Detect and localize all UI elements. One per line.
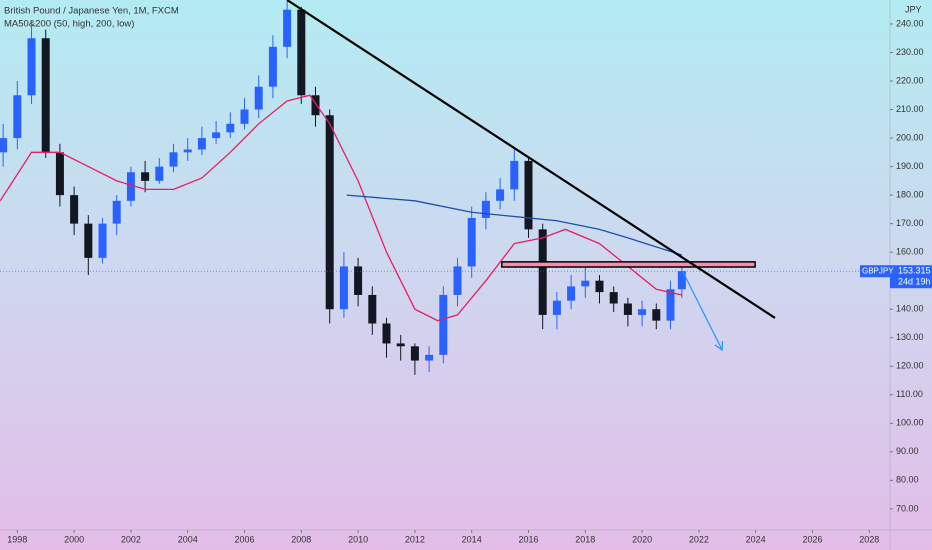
resistance-zone [501,261,756,268]
candle-body [510,160,519,190]
candle-body [567,286,576,301]
candle-body [425,354,434,361]
x-tick-label: 2004 [178,534,198,544]
y-tick-label: 170.00 [896,218,924,228]
candle-body [638,309,647,315]
moving-average [0,94,682,322]
candle-body [212,132,221,139]
candle-body [55,152,64,196]
x-tick-label: 2022 [689,534,709,544]
x-tick-label: 2008 [291,534,311,544]
candle-body [496,189,505,201]
x-tick-label: 2014 [462,534,482,544]
trendline [286,0,776,319]
y-tick-label: 210.00 [896,104,924,114]
candle-body [240,109,249,124]
y-tick-label: 200.00 [896,132,924,142]
candle-body [609,292,618,304]
candle-body [666,289,675,321]
candle-body [283,9,292,47]
candle-body [677,271,686,290]
candle-body [0,138,8,153]
price-tag [890,265,932,289]
candle-body [396,343,405,347]
x-tick-label: 2010 [348,534,368,544]
candle-body [410,346,419,361]
y-axis-label: JPY [905,4,922,14]
y-tick-label: 110.00 [896,389,923,399]
x-tick-label: 2024 [746,534,766,544]
x-tick-label: 2020 [632,534,652,544]
indicator-legend: MA50&200 (50, high, 200, low) [4,19,134,30]
arrow-head [714,340,724,352]
candle-body [126,172,135,201]
candle-body [467,217,476,267]
candle-body [84,223,93,258]
price-countdown: 24d 19h [898,277,931,287]
candle-body [254,86,263,110]
candle-body [481,200,490,218]
candle-body [538,229,547,315]
candle-body [339,266,348,310]
y-tick-label: 190.00 [896,161,924,171]
candle-body [226,123,235,133]
candle-body [197,138,206,150]
candle-body [325,115,334,310]
x-tick-label: 2012 [405,534,425,544]
x-tick-label: 2028 [859,534,879,544]
candle-body [354,266,363,295]
y-tick-label: 130.00 [896,332,924,342]
x-tick-label: 1998 [7,534,27,544]
candle-body [27,38,36,96]
candle-body [183,149,192,153]
y-tick-label: 230.00 [896,47,924,57]
y-tick-label: 240.00 [896,18,924,28]
y-tick-label: 120.00 [896,361,924,371]
y-tick-label: 160.00 [896,247,924,257]
candle-body [552,300,561,315]
moving-average [346,194,683,256]
x-tick-label: 2018 [575,534,595,544]
price-value: 153.315 [898,266,931,276]
x-tick-label: 2006 [234,534,254,544]
y-tick-label: 70.00 [896,503,919,513]
candle-body [13,95,22,139]
x-tick-label: 2000 [64,534,84,544]
chart-title: British Pound / Japanese Yen, 1M, FXCM [4,6,179,17]
candle-body [98,223,107,258]
arrow [682,271,723,351]
candle-body [581,280,590,287]
x-tick-label: 2002 [121,534,141,544]
y-tick-label: 90.00 [896,446,919,456]
candle-body [439,294,448,355]
price-tag [860,265,890,278]
candle-body [70,195,79,224]
y-tick-label: 80.00 [896,475,919,485]
candle-body [368,294,377,324]
candle-body [41,38,50,153]
candle-body [141,172,150,181]
x-tick-label: 2016 [518,534,538,544]
candle-body [524,160,533,230]
price-symbol: GBPJPY [862,266,894,275]
candle-body [155,166,164,181]
y-tick-label: 140.00 [896,304,924,314]
x-tick-label: 2026 [802,534,822,544]
candle-body [382,323,391,344]
candle-body [595,280,604,293]
candle-body [623,303,632,315]
candle-body [268,46,277,87]
y-tick-label: 180.00 [896,189,924,199]
candle-body [311,95,320,116]
candle-body [652,309,661,321]
candle-body [453,266,462,295]
candle-body [169,152,178,167]
candle-body [112,200,121,224]
y-tick-label: 100.00 [896,418,924,428]
y-tick-label: 220.00 [896,75,924,85]
candle-body [297,9,306,96]
